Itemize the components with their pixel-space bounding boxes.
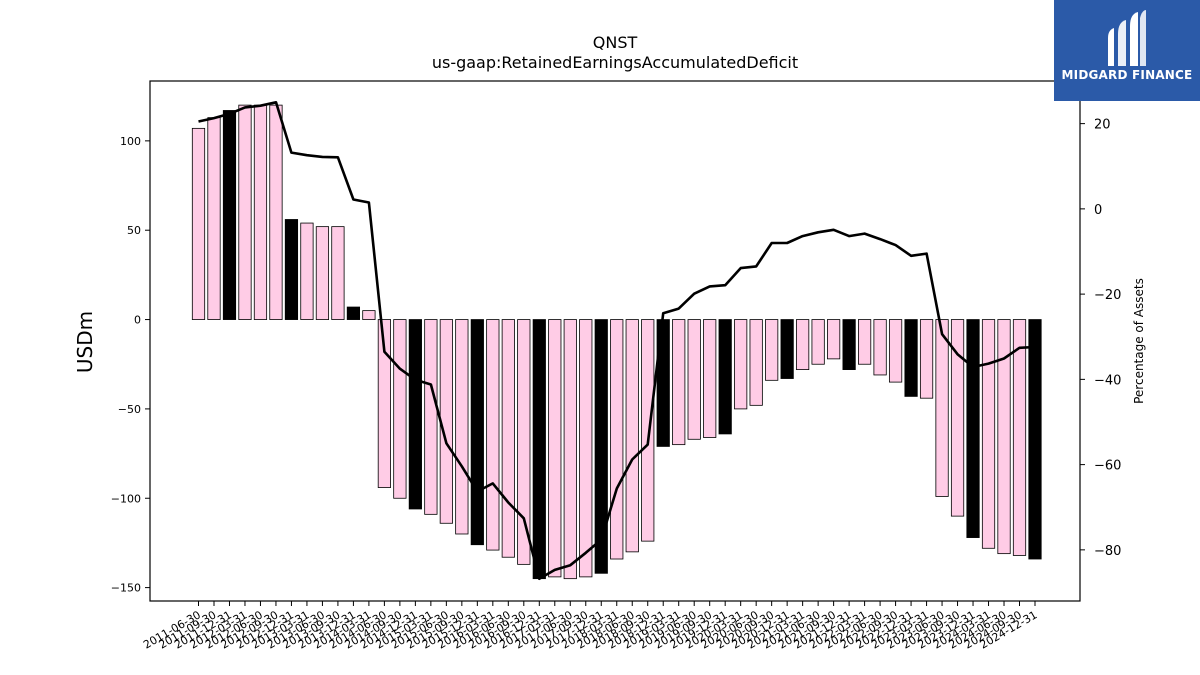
bar [888,319,903,383]
bar [610,319,624,560]
chart-subtitle: us-gaap:RetainedEarningsAccumulatedDefic… [432,53,798,72]
bar [858,319,872,365]
bar [501,319,515,558]
bar [532,319,546,580]
y-axis-label: USDm [73,311,97,373]
y-tick-label: −150 [111,582,141,595]
bar [346,306,361,320]
bar [579,319,593,578]
bar [1028,319,1042,560]
bar [641,319,655,542]
bar [563,319,577,580]
bar [687,319,701,440]
bar [470,319,484,546]
midgard-logo-icon [1108,10,1146,66]
bar [424,319,438,515]
y-tick-label: 100 [120,135,141,148]
bar [517,319,531,565]
bar [811,319,825,365]
bar [842,319,856,370]
bar [377,319,391,488]
series-line [198,101,1036,581]
y-tick-label: 50 [127,224,141,237]
bar [765,319,779,381]
chart-title: QNST [593,33,638,52]
bar [672,319,686,446]
bar [594,319,608,574]
y-tick-label-right: −40 [1094,373,1121,388]
y-tick-label-right: 20 [1094,118,1111,133]
bar [315,226,330,320]
bar [780,319,794,379]
y-tick-label: 0 [134,314,141,327]
bar [625,319,639,553]
bar [703,319,717,438]
bar [1012,319,1027,556]
bar [796,319,810,370]
y-tick-label-right: 0 [1094,203,1102,218]
bar [331,226,345,320]
brand-logo: MIDGARD FINANCE [1054,0,1200,101]
y-tick-label: −50 [118,403,141,416]
bar [734,319,748,410]
bar [656,319,670,447]
bar [935,319,949,497]
y-tick-label-right: −80 [1094,544,1121,559]
bar [253,104,268,320]
bar [269,104,283,320]
bar [873,319,887,376]
bar [455,319,469,535]
bar [966,319,980,538]
bar [950,319,965,517]
bar [904,319,918,397]
plot-frame [149,80,1081,602]
bar [207,117,221,320]
bar [997,319,1011,555]
bar [981,319,996,549]
y-tick-label: −100 [111,492,141,505]
bar [408,319,422,510]
bar [191,127,206,320]
bar [222,110,237,320]
bar [548,319,562,578]
bar [827,319,841,360]
y-axis-label-right: Percentage of Assets [1132,278,1146,404]
bar [300,222,314,320]
bar [718,319,732,435]
bar [238,104,252,320]
bar [749,319,763,406]
bar [362,310,376,320]
bar [284,219,299,320]
y-tick-label-right: −20 [1094,288,1121,303]
brand-logo-text: MIDGARD FINANCE [1061,68,1193,82]
bar [393,319,407,499]
bar [919,319,934,399]
bar [486,319,500,551]
y-tick-label-right: −60 [1094,459,1121,474]
bar [439,319,453,524]
